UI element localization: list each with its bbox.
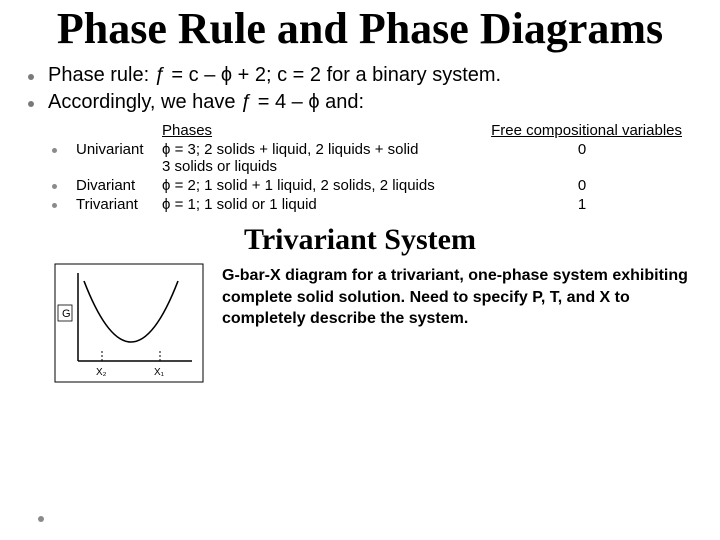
header-vars: Free compositional variables: [472, 122, 692, 139]
header-phases: Phases: [162, 122, 472, 139]
bullet-row: Phase rule: ƒ = c – ϕ + 2; c = 2 for a b…: [28, 64, 692, 87]
diagram-description: G-bar-X diagram for a trivariant, one-ph…: [222, 263, 692, 330]
y-axis-label: G: [62, 308, 71, 320]
row-name: Trivariant: [76, 196, 162, 213]
variance-table: Phases Free compositional variables Univ…: [0, 122, 720, 213]
table-row: Trivariant ϕ = 1; 1 solid or 1 liquid 1: [52, 196, 692, 213]
bullet-icon: [52, 148, 57, 153]
row-name: Univariant: [76, 141, 162, 158]
bullet-text: Accordingly, we have ƒ = 4 – ϕ and:: [48, 91, 364, 114]
bullet-icon: [28, 74, 34, 80]
g-curve: [84, 281, 178, 342]
row-phases: ϕ = 3; 2 solids + liquid, 2 liquids + so…: [162, 141, 472, 175]
bullet-row: Accordingly, we have ƒ = 4 – ϕ and:: [28, 91, 692, 114]
x-tick-label: X₂: [96, 367, 107, 378]
row-vars: 1: [472, 196, 692, 213]
row-phases: ϕ = 2; 1 solid + 1 liquid, 2 solids, 2 l…: [162, 177, 472, 194]
table-row: Univariant ϕ = 3; 2 solids + liquid, 2 l…: [52, 141, 692, 175]
bullet-icon: [52, 203, 57, 208]
page-title: Phase Rule and Phase Diagrams: [0, 0, 720, 52]
table-row: Divariant ϕ = 2; 1 solid + 1 liquid, 2 s…: [52, 177, 692, 194]
bullet-icon: [38, 516, 44, 522]
row-name: Divariant: [76, 177, 162, 194]
row-vars: 0: [472, 141, 692, 158]
row-phases: ϕ = 1; 1 solid or 1 liquid: [162, 196, 472, 213]
main-bullet-list: Phase rule: ƒ = c – ϕ + 2; c = 2 for a b…: [0, 52, 720, 122]
bullet-text: Phase rule: ƒ = c – ϕ + 2; c = 2 for a b…: [48, 64, 501, 87]
g-x-diagram: G X₂ X₁: [54, 263, 204, 383]
bullet-icon: [28, 101, 34, 107]
x-tick-label: X₁: [154, 367, 165, 378]
bullet-icon: [52, 184, 57, 189]
section-subtitle: Trivariant System: [0, 215, 720, 263]
row-vars: 0: [472, 177, 692, 194]
table-header: Phases Free compositional variables: [52, 122, 692, 139]
lower-section: G X₂ X₁ G-bar-X diagram for a trivariant…: [0, 263, 720, 383]
